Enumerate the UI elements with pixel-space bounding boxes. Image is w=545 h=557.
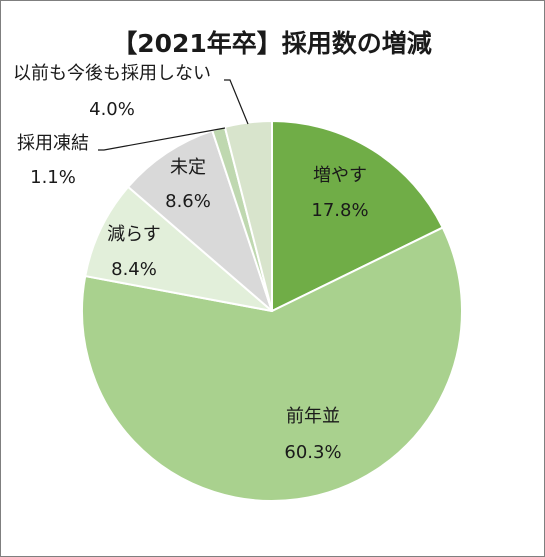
pie-slice-2 [81,226,463,502]
pie-slice-3 [84,185,273,312]
slice-value-6: 4.0% [89,99,135,120]
leader-line-5 [98,127,226,151]
pie-slice-1 [271,120,444,312]
leader-lines [98,79,249,151]
leader-line-6 [224,79,249,125]
slice-label-3: 減らす [107,224,161,245]
chart-title: 【2021年卒】採用数の増減 [112,29,432,58]
slice-labels: 増やす 17.8% 前年並 60.3% 減らす 8.4% 未定 8.6% 採用凍結 1.1% 以前も… [13,63,369,463]
slice-label-4: 未定 [170,157,206,178]
pie-slice-6 [223,120,273,312]
slice-value-3: 8.4% [111,259,157,280]
slice-label-1: 増やす [313,165,367,186]
slice-label-6: 以前も今後も採用しない [13,63,211,84]
slice-value-5: 1.1% [30,167,76,188]
slice-label-2: 前年並 [286,406,340,427]
slice-label-5: 採用凍結 [17,133,89,154]
slice-value-1: 17.8% [311,200,368,221]
slice-value-2: 60.3% [284,442,341,463]
slice-value-4: 8.6% [165,191,211,212]
pie-slices [81,120,463,502]
pie-slice-4 [127,129,273,312]
